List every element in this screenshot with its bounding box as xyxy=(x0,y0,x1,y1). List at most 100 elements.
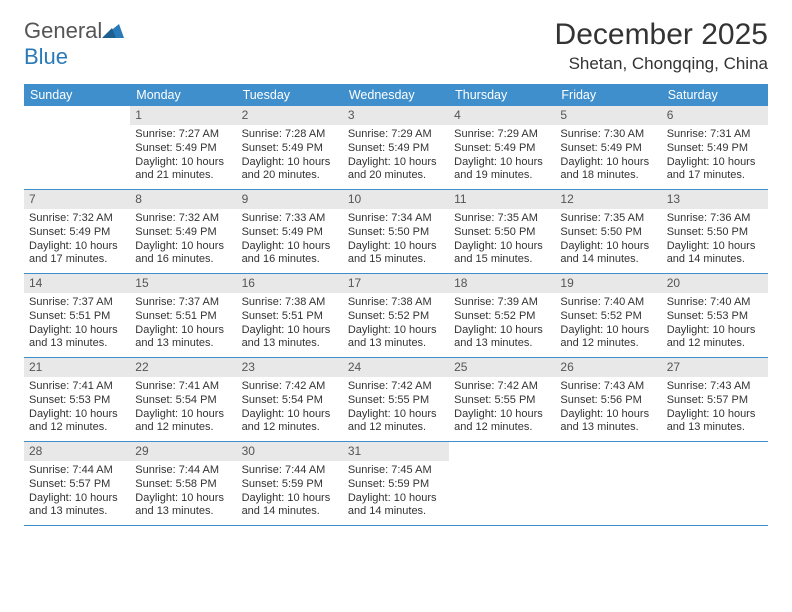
day-sunrise: Sunrise: 7:39 AM xyxy=(454,296,550,310)
day-number: 28 xyxy=(24,442,130,461)
day-daylight2: and 16 minutes. xyxy=(135,253,231,267)
day-daylight2: and 20 minutes. xyxy=(242,169,338,183)
day-daylight1: Daylight: 10 hours xyxy=(667,240,763,254)
calendar-day-cell: 24Sunrise: 7:42 AMSunset: 5:55 PMDayligh… xyxy=(343,358,449,442)
day-sunrise: Sunrise: 7:28 AM xyxy=(242,128,338,142)
weekday-header: Thursday xyxy=(449,84,555,106)
day-sunrise: Sunrise: 7:41 AM xyxy=(29,380,125,394)
day-number: 15 xyxy=(130,274,236,293)
day-sunset: Sunset: 5:53 PM xyxy=(29,394,125,408)
day-body xyxy=(449,461,555,523)
day-daylight2: and 17 minutes. xyxy=(29,253,125,267)
day-sunrise: Sunrise: 7:44 AM xyxy=(242,464,338,478)
day-daylight2: and 13 minutes. xyxy=(454,337,550,351)
calendar-header-row: Sunday Monday Tuesday Wednesday Thursday… xyxy=(24,84,768,106)
day-body: Sunrise: 7:31 AMSunset: 5:49 PMDaylight:… xyxy=(662,125,768,189)
day-sunset: Sunset: 5:56 PM xyxy=(560,394,656,408)
calendar-day-cell: 15Sunrise: 7:37 AMSunset: 5:51 PMDayligh… xyxy=(130,274,236,358)
day-sunset: Sunset: 5:51 PM xyxy=(29,310,125,324)
day-number: 30 xyxy=(237,442,343,461)
day-daylight2: and 14 minutes. xyxy=(348,505,444,519)
calendar-day-cell: 14Sunrise: 7:37 AMSunset: 5:51 PMDayligh… xyxy=(24,274,130,358)
calendar-day-cell: 1Sunrise: 7:27 AMSunset: 5:49 PMDaylight… xyxy=(130,106,236,190)
day-daylight2: and 12 minutes. xyxy=(667,337,763,351)
day-daylight2: and 14 minutes. xyxy=(667,253,763,267)
day-sunset: Sunset: 5:52 PM xyxy=(560,310,656,324)
calendar-day-cell xyxy=(24,106,130,190)
day-daylight2: and 14 minutes. xyxy=(560,253,656,267)
day-number: 27 xyxy=(662,358,768,377)
weekday-header: Saturday xyxy=(662,84,768,106)
day-daylight1: Daylight: 10 hours xyxy=(454,408,550,422)
calendar-day-cell xyxy=(662,442,768,526)
day-sunset: Sunset: 5:49 PM xyxy=(242,142,338,156)
calendar-day-cell: 18Sunrise: 7:39 AMSunset: 5:52 PMDayligh… xyxy=(449,274,555,358)
calendar-day-cell: 13Sunrise: 7:36 AMSunset: 5:50 PMDayligh… xyxy=(662,190,768,274)
day-body: Sunrise: 7:44 AMSunset: 5:57 PMDaylight:… xyxy=(24,461,130,525)
day-number: 14 xyxy=(24,274,130,293)
day-body: Sunrise: 7:42 AMSunset: 5:54 PMDaylight:… xyxy=(237,377,343,441)
calendar-week-row: 28Sunrise: 7:44 AMSunset: 5:57 PMDayligh… xyxy=(24,442,768,526)
day-daylight2: and 17 minutes. xyxy=(667,169,763,183)
day-number: 19 xyxy=(555,274,661,293)
day-body xyxy=(555,461,661,523)
calendar-day-cell: 17Sunrise: 7:38 AMSunset: 5:52 PMDayligh… xyxy=(343,274,449,358)
day-sunrise: Sunrise: 7:31 AM xyxy=(667,128,763,142)
day-body: Sunrise: 7:30 AMSunset: 5:49 PMDaylight:… xyxy=(555,125,661,189)
day-sunset: Sunset: 5:51 PM xyxy=(135,310,231,324)
day-daylight2: and 13 minutes. xyxy=(348,337,444,351)
day-sunset: Sunset: 5:58 PM xyxy=(135,478,231,492)
day-number: 7 xyxy=(24,190,130,209)
day-sunset: Sunset: 5:49 PM xyxy=(135,226,231,240)
calendar-day-cell: 22Sunrise: 7:41 AMSunset: 5:54 PMDayligh… xyxy=(130,358,236,442)
day-number: 21 xyxy=(24,358,130,377)
day-sunset: Sunset: 5:50 PM xyxy=(667,226,763,240)
day-daylight2: and 12 minutes. xyxy=(135,421,231,435)
day-daylight1: Daylight: 10 hours xyxy=(29,408,125,422)
day-number: 4 xyxy=(449,106,555,125)
day-body: Sunrise: 7:32 AMSunset: 5:49 PMDaylight:… xyxy=(24,209,130,273)
day-body: Sunrise: 7:44 AMSunset: 5:58 PMDaylight:… xyxy=(130,461,236,525)
day-number xyxy=(555,442,661,461)
calendar-day-cell: 19Sunrise: 7:40 AMSunset: 5:52 PMDayligh… xyxy=(555,274,661,358)
day-daylight1: Daylight: 10 hours xyxy=(454,324,550,338)
day-sunrise: Sunrise: 7:29 AM xyxy=(454,128,550,142)
day-number: 22 xyxy=(130,358,236,377)
calendar-day-cell: 9Sunrise: 7:33 AMSunset: 5:49 PMDaylight… xyxy=(237,190,343,274)
day-sunrise: Sunrise: 7:38 AM xyxy=(242,296,338,310)
day-daylight2: and 14 minutes. xyxy=(242,505,338,519)
day-body: Sunrise: 7:38 AMSunset: 5:51 PMDaylight:… xyxy=(237,293,343,357)
day-daylight1: Daylight: 10 hours xyxy=(242,156,338,170)
day-daylight1: Daylight: 10 hours xyxy=(242,324,338,338)
day-body: Sunrise: 7:39 AMSunset: 5:52 PMDaylight:… xyxy=(449,293,555,357)
weekday-header: Monday xyxy=(130,84,236,106)
day-body: Sunrise: 7:36 AMSunset: 5:50 PMDaylight:… xyxy=(662,209,768,273)
day-daylight2: and 21 minutes. xyxy=(135,169,231,183)
day-number: 8 xyxy=(130,190,236,209)
day-number: 10 xyxy=(343,190,449,209)
weekday-header: Friday xyxy=(555,84,661,106)
day-number xyxy=(662,442,768,461)
day-daylight1: Daylight: 10 hours xyxy=(454,156,550,170)
day-sunset: Sunset: 5:54 PM xyxy=(242,394,338,408)
calendar-day-cell: 25Sunrise: 7:42 AMSunset: 5:55 PMDayligh… xyxy=(449,358,555,442)
day-sunrise: Sunrise: 7:35 AM xyxy=(454,212,550,226)
calendar-day-cell: 12Sunrise: 7:35 AMSunset: 5:50 PMDayligh… xyxy=(555,190,661,274)
calendar-day-cell xyxy=(555,442,661,526)
day-daylight2: and 19 minutes. xyxy=(454,169,550,183)
day-body xyxy=(24,125,130,187)
day-daylight2: and 13 minutes. xyxy=(667,421,763,435)
calendar-day-cell: 6Sunrise: 7:31 AMSunset: 5:49 PMDaylight… xyxy=(662,106,768,190)
day-daylight2: and 13 minutes. xyxy=(29,337,125,351)
calendar-week-row: 1Sunrise: 7:27 AMSunset: 5:49 PMDaylight… xyxy=(24,106,768,190)
day-body: Sunrise: 7:37 AMSunset: 5:51 PMDaylight:… xyxy=(130,293,236,357)
calendar-day-cell: 16Sunrise: 7:38 AMSunset: 5:51 PMDayligh… xyxy=(237,274,343,358)
day-daylight2: and 13 minutes. xyxy=(135,505,231,519)
day-body: Sunrise: 7:45 AMSunset: 5:59 PMDaylight:… xyxy=(343,461,449,525)
day-daylight1: Daylight: 10 hours xyxy=(135,492,231,506)
page-header: GeneralBlue December 2025 Shetan, Chongq… xyxy=(24,18,768,74)
day-sunset: Sunset: 5:54 PM xyxy=(135,394,231,408)
day-number: 25 xyxy=(449,358,555,377)
day-number: 26 xyxy=(555,358,661,377)
day-daylight1: Daylight: 10 hours xyxy=(242,240,338,254)
